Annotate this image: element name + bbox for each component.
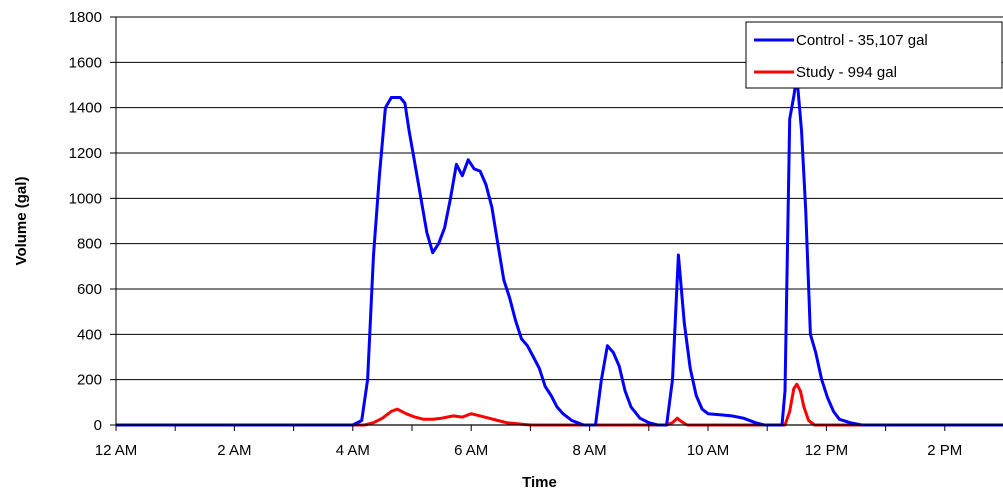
x-tick-label: 2 AM	[217, 442, 251, 459]
legend-label-study: Study - 994 gal	[796, 64, 897, 81]
y-tick-label: 1200	[69, 145, 102, 162]
y-tick-label: 1400	[69, 100, 102, 117]
grid-layer	[116, 16, 1003, 381]
y-tick-label: 1800	[69, 9, 102, 26]
x-tick-label: 12 PM	[805, 442, 848, 459]
x-tick-label: 4 AM	[336, 442, 370, 459]
y-tick-label: 400	[77, 326, 102, 343]
y-axis-title: Volume (gal)	[13, 177, 30, 266]
x-tick-label: 8 AM	[573, 442, 607, 459]
series-line-study	[116, 382, 1003, 427]
y-tick-label: 200	[77, 372, 102, 389]
y-tick-label: 600	[77, 281, 102, 298]
y-tick-label: 0	[94, 417, 102, 434]
series-line-control	[116, 74, 1003, 427]
x-tick-label: 6 AM	[454, 442, 488, 459]
axis-layer: 0 200 400 600 800 1000 1200 1400 1600 1800 12 AM 2 …	[69, 9, 1003, 459]
x-tick-label: 12 AM	[95, 442, 138, 459]
x-tick-label: 2 PM	[927, 442, 962, 459]
legend-box	[745, 21, 1003, 89]
y-tick-label: 800	[77, 236, 102, 253]
x-tick-label: 10 AM	[687, 442, 730, 459]
y-tick-label: 1600	[69, 54, 102, 71]
x-axis-title: Time	[522, 474, 557, 491]
legend: Control - 35,107 gal Study - 994 gal	[745, 21, 1003, 89]
y-tick-label: 1000	[69, 190, 102, 207]
legend-label-control: Control - 35,107 gal	[796, 32, 928, 49]
series-layer	[116, 74, 1003, 427]
